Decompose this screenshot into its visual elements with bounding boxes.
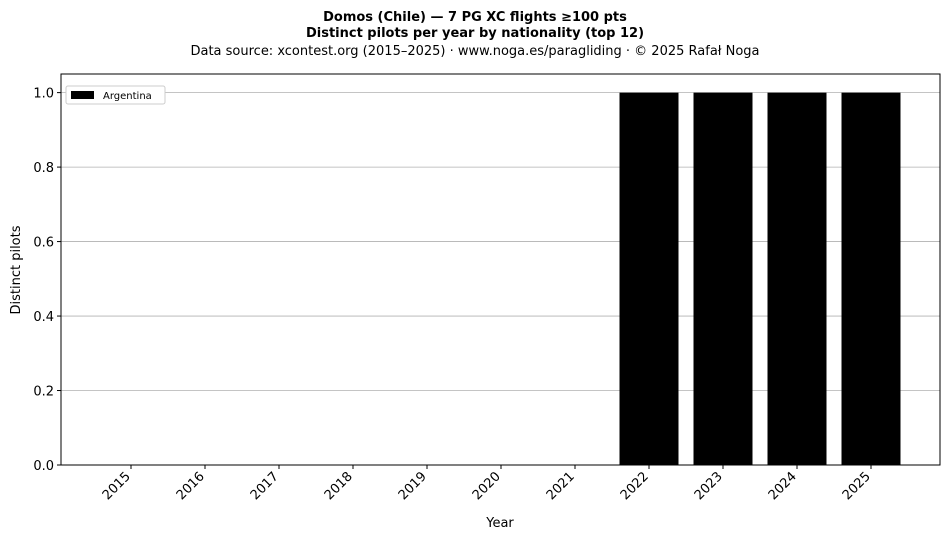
- legend-box: [65, 85, 166, 105]
- y-axis-ticks: 0.0 0.2 0.4 0.6 0.8 1.0: [33, 87, 61, 474]
- x-tick-label: 2016: [174, 469, 208, 503]
- x-tick-label: 2018: [322, 469, 356, 503]
- legend: Argentina: [65, 85, 166, 105]
- bars: [619, 92, 901, 465]
- x-tick-label: 2024: [766, 469, 800, 503]
- x-tick-label: 2022: [618, 469, 652, 503]
- bar-2025: [841, 92, 901, 465]
- x-axis-ticks: 2015 2016 2017 2018 2019 2020 2021 2022 2023 2024…: [100, 465, 874, 503]
- y-tick-label: 0.0: [33, 459, 54, 474]
- x-axis-label: Year: [485, 516, 514, 531]
- x-tick-label: 2021: [544, 469, 578, 503]
- x-tick-label: 2025: [840, 469, 874, 503]
- x-tick-label: 2020: [470, 469, 504, 503]
- bar-2022: [619, 92, 679, 465]
- x-tick-label: 2023: [692, 469, 726, 503]
- y-tick-label: 0.8: [33, 161, 54, 176]
- y-axis-label: Distinct pilots: [9, 225, 24, 314]
- bar-2024: [767, 92, 827, 465]
- chart-title: Domos (Chile) — 7 PG XC flights ≥100 pts: [323, 10, 627, 25]
- chart-subtitle: Distinct pilots per year by nationality …: [306, 26, 644, 41]
- chart-source: Data source: xcontest.org (2015–2025) · …: [190, 44, 759, 59]
- y-tick-label: 0.6: [33, 236, 54, 251]
- y-tick-label: 1.0: [33, 87, 54, 102]
- x-tick-label: 2017: [248, 469, 282, 503]
- bar-2023: [693, 92, 753, 465]
- legend-swatch-argentina: [71, 91, 94, 99]
- x-tick-label: 2019: [396, 469, 430, 503]
- y-tick-label: 0.2: [33, 385, 54, 400]
- y-tick-label: 0.4: [33, 310, 54, 325]
- x-tick-label: 2015: [100, 469, 134, 503]
- legend-label-argentina: Argentina: [103, 91, 152, 102]
